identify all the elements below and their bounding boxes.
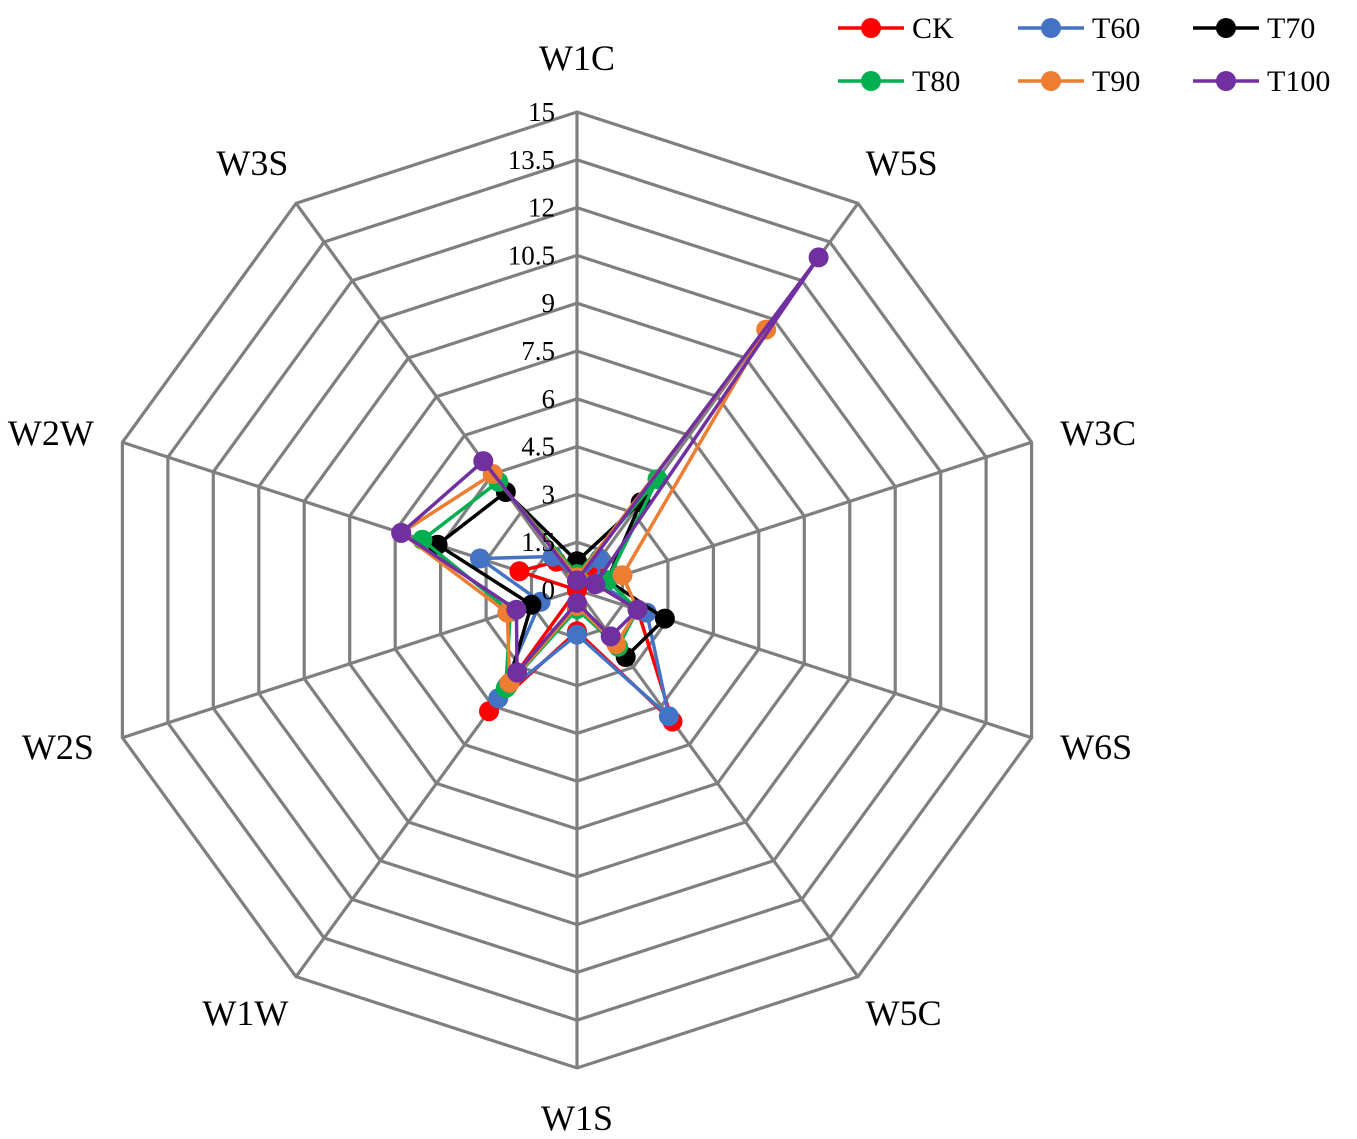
tick-label: 3	[542, 479, 556, 509]
legend-label-t70: T70	[1267, 12, 1315, 45]
axis-label-w3c: W3C	[1060, 413, 1136, 453]
legend-label-t90: T90	[1092, 65, 1140, 98]
legend-label-t100: T100	[1267, 65, 1330, 98]
axis-label-w2w: W2W	[8, 413, 94, 453]
legend-swatch-marker	[861, 18, 881, 38]
tick-label: 15	[528, 97, 555, 127]
legend-item-t90: T90	[1018, 65, 1140, 98]
radar-grid	[120, 110, 1034, 1070]
axis-label-w5c: W5C	[866, 993, 942, 1033]
point-t70-w6s	[654, 608, 675, 629]
point-t60-w1s	[567, 624, 587, 645]
legend-item-t80: T80	[838, 65, 960, 98]
spoke-w2w	[121, 440, 578, 592]
legend-swatch-marker	[1041, 18, 1061, 38]
legend-item-t100: T100	[1193, 65, 1330, 98]
axis-label-w5s: W5S	[866, 143, 938, 183]
point-t100-w3s	[473, 451, 494, 472]
point-t100-w1w	[507, 662, 528, 683]
legend-swatch-marker	[1216, 71, 1236, 91]
axis-label-w1c: W1C	[539, 38, 615, 78]
point-ck-w2w	[509, 561, 530, 582]
spoke-w3s	[294, 202, 579, 591]
tick-label: 7.5	[521, 336, 555, 366]
spoke-w3c	[576, 440, 1033, 592]
legend-swatch-marker	[1041, 71, 1061, 91]
point-t100-w1s	[567, 592, 587, 613]
axis-labels: W1C W5S W3C W6S W5C W1S W1W W2S W2W W3S	[8, 38, 1136, 1138]
legend-label-t60: T60	[1092, 12, 1140, 45]
point-t60-w5c	[658, 706, 679, 727]
legend-swatch-marker	[1216, 18, 1236, 38]
radial-tick-labels: 0 1.5 3 4.5 6 7.5 9 10.5 12 13.5 15	[508, 97, 555, 605]
legend: CK T60 T70 T80 T90 T100	[838, 12, 1330, 98]
legend-swatch-marker	[861, 71, 881, 91]
legend-item-t60: T60	[1018, 12, 1140, 45]
series-line-t100	[399, 255, 821, 675]
tick-label: 4.5	[521, 432, 555, 462]
tick-label: 6	[542, 384, 556, 414]
tick-label: 9	[542, 288, 556, 318]
point-t100-w2s	[506, 599, 527, 620]
tick-label: 1.5	[521, 527, 555, 557]
axis-label-w2s: W2S	[22, 727, 94, 767]
legend-label-ck: CK	[912, 12, 954, 45]
tick-label: 12	[528, 193, 555, 223]
point-t100-w5c	[600, 626, 621, 647]
series-t100	[391, 247, 829, 683]
point-t100-w1c	[567, 570, 587, 591]
point-t100-w5s	[808, 247, 829, 268]
axis-label-w1s: W1S	[541, 1098, 613, 1138]
tick-label: 0	[542, 575, 556, 605]
legend-label-t80: T80	[912, 65, 960, 98]
axis-label-w6s: W6S	[1060, 727, 1132, 767]
point-t60-w2w	[470, 548, 490, 569]
tick-label: 10.5	[508, 240, 555, 270]
legend-item-t70: T70	[1193, 12, 1315, 45]
point-t100-w2w	[391, 522, 412, 543]
legend-item-ck: CK	[838, 12, 954, 45]
point-t90-w3c	[612, 565, 633, 586]
axis-label-w3s: W3S	[216, 143, 288, 183]
axis-label-w1w: W1W	[202, 993, 288, 1033]
point-t100-w6s	[627, 599, 648, 620]
point-t100-w3c	[585, 574, 606, 595]
tick-label: 13.5	[508, 145, 555, 175]
radar-series	[391, 247, 829, 732]
point-t70-w2s	[521, 594, 542, 615]
